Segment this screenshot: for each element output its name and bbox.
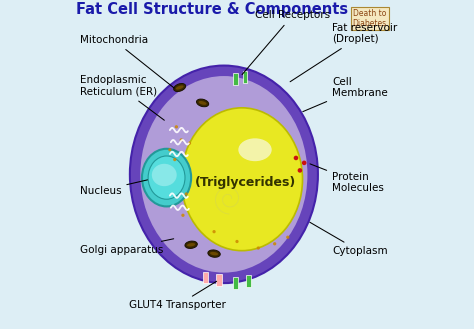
Circle shape	[188, 141, 191, 145]
Ellipse shape	[148, 156, 185, 199]
Circle shape	[175, 125, 178, 128]
Text: Golgi apparatus: Golgi apparatus	[80, 239, 173, 255]
Text: Fat Cell Structure & Components: Fat Cell Structure & Components	[76, 2, 348, 17]
Text: Protein
Molecules: Protein Molecules	[310, 164, 384, 193]
Circle shape	[302, 161, 307, 165]
Circle shape	[180, 138, 183, 141]
Circle shape	[168, 148, 172, 151]
Text: Endoplasmic
Reticulum (ER): Endoplasmic Reticulum (ER)	[80, 75, 164, 120]
Text: Nucleus: Nucleus	[80, 180, 147, 196]
Bar	[203, 272, 209, 283]
Circle shape	[273, 242, 276, 245]
Ellipse shape	[210, 252, 218, 255]
Text: Death to
Diabetes: Death to Diabetes	[353, 9, 387, 28]
Circle shape	[184, 192, 188, 196]
Ellipse shape	[176, 86, 183, 89]
Bar	[243, 71, 247, 83]
Circle shape	[286, 236, 290, 239]
Text: Mitochondria: Mitochondria	[80, 35, 174, 88]
Ellipse shape	[173, 84, 186, 91]
Ellipse shape	[208, 250, 220, 257]
Circle shape	[236, 240, 238, 243]
Bar	[216, 274, 222, 286]
Ellipse shape	[187, 243, 195, 246]
Circle shape	[212, 230, 216, 233]
Bar	[233, 277, 238, 289]
Bar	[233, 73, 237, 85]
Circle shape	[294, 156, 298, 160]
Ellipse shape	[142, 149, 191, 206]
Ellipse shape	[152, 164, 177, 186]
Circle shape	[182, 214, 184, 217]
Text: Cytoplasm: Cytoplasm	[310, 222, 388, 256]
Text: (Triglycerides): (Triglycerides)	[194, 176, 296, 189]
Bar	[246, 275, 251, 287]
Text: GLUT4 Transporter: GLUT4 Transporter	[129, 281, 226, 310]
Ellipse shape	[140, 76, 308, 273]
Circle shape	[173, 158, 176, 161]
Ellipse shape	[182, 108, 302, 251]
Ellipse shape	[197, 99, 209, 107]
Ellipse shape	[199, 101, 207, 105]
Ellipse shape	[238, 138, 272, 161]
Ellipse shape	[130, 65, 318, 283]
Ellipse shape	[185, 241, 197, 248]
Circle shape	[298, 168, 302, 173]
Text: Fat reservoir
(Droplet): Fat reservoir (Droplet)	[290, 23, 397, 82]
Text: Cell
Membrane: Cell Membrane	[303, 77, 388, 112]
Text: Cell Receptors: Cell Receptors	[242, 11, 330, 75]
Circle shape	[256, 246, 260, 250]
